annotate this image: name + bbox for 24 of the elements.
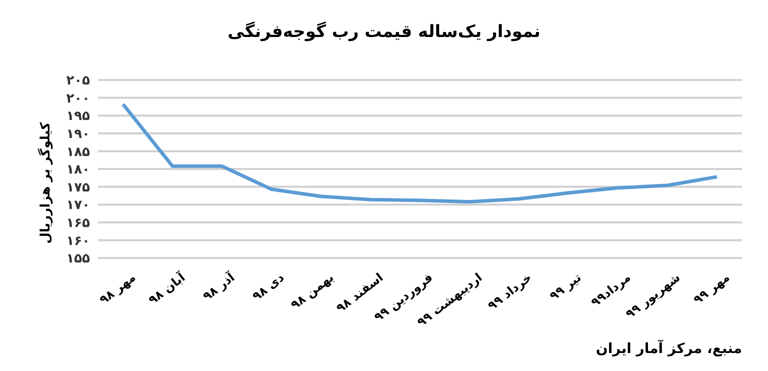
x-tick-label: آبان ۹۸ bbox=[145, 268, 188, 308]
y-tick-label: ۱۵۵ bbox=[66, 252, 90, 267]
x-tick-label: مرداد۹۹ bbox=[588, 270, 634, 310]
x-tick-label: دی ۹۸ bbox=[250, 270, 287, 304]
x-tick-label: مهر ۹۸ bbox=[96, 270, 138, 307]
x-tick-label: آذر ۹۸ bbox=[200, 268, 238, 304]
y-tick-label: ۱۸۰ bbox=[66, 162, 90, 178]
chart-title: نمودار یک‌ساله قیمت رب گوجه‌فرنگی bbox=[226, 22, 542, 42]
x-tick-label: تیر ۹۹ bbox=[547, 270, 584, 304]
x-tick-label: مهر ۹۹ bbox=[690, 270, 732, 307]
y-tick-label: ۱۷۰ bbox=[66, 198, 90, 214]
y-tick-label: ۱۹۰ bbox=[66, 127, 90, 142]
x-tick-label: بهمن ۹۸ bbox=[288, 270, 336, 312]
y-tick-label: ۱۶۵ bbox=[66, 216, 90, 232]
line-series bbox=[121, 102, 719, 204]
y-tick-label: ۱۷۵ bbox=[66, 180, 90, 196]
y-tick-label: ۲۰۵ bbox=[66, 74, 90, 89]
y-axis-title: کیلوگر بر هزارریال bbox=[38, 122, 54, 244]
y-tick-label: ۲۰۰ bbox=[66, 91, 90, 106]
y-tick-label: ۱۹۵ bbox=[66, 109, 90, 124]
x-tick-label: خرداد ۹۹ bbox=[485, 270, 534, 313]
text: منبع، مرکز آمار ایران bbox=[596, 341, 742, 357]
y-tick-label: ۱۶۰ bbox=[66, 234, 90, 249]
y-tick-label: ۱۸۵ bbox=[66, 144, 90, 160]
